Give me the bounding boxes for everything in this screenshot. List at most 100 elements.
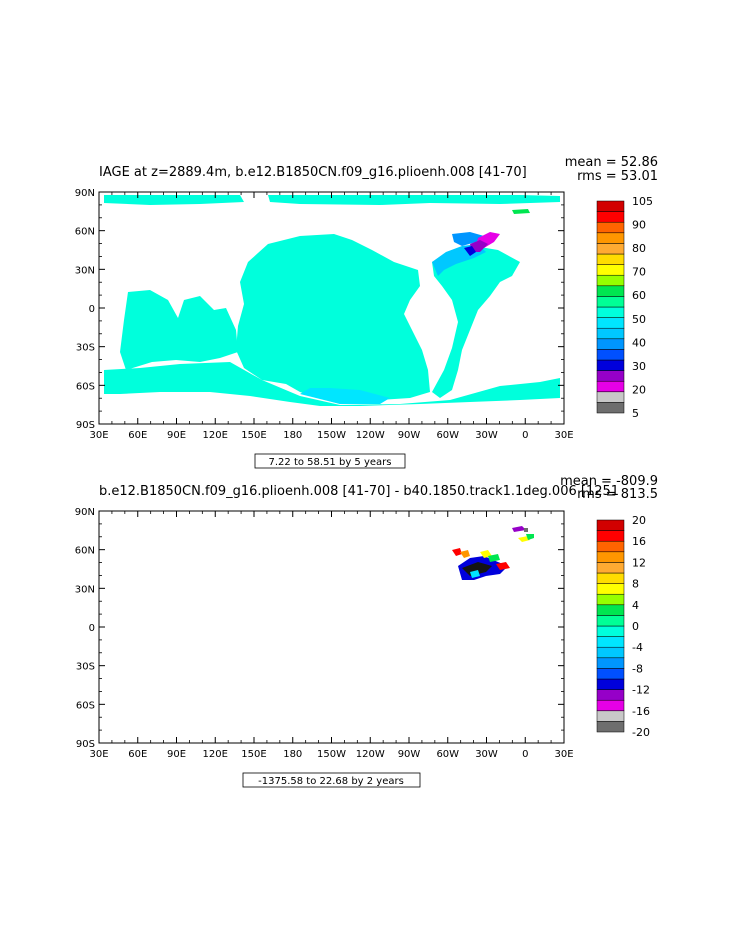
colorbar-label: -20	[632, 726, 650, 739]
colorbar-label: 4	[632, 599, 639, 612]
arctic-diff-yellow	[518, 536, 530, 542]
panel2-rms: rms = 813.5	[577, 487, 658, 502]
labrador-sea-region	[452, 232, 484, 246]
arctic-diff-purple	[512, 526, 526, 532]
y-tick-label: 30S	[76, 343, 95, 354]
y-tick-label: 30N	[75, 265, 95, 276]
x-tick-label: 90W	[398, 749, 421, 760]
north-atlantic-diff-dark	[462, 562, 492, 576]
y-tick-label: 0	[89, 623, 95, 634]
colorbar-swatch	[596, 221, 625, 234]
colorbar-swatch	[596, 562, 625, 574]
x-tick-label: 120W	[356, 749, 385, 760]
colorbar-label: 90	[632, 219, 646, 232]
x-tick-label: 180	[283, 749, 302, 760]
colorbar-label: -8	[632, 662, 643, 675]
nordic-diff-green	[488, 554, 500, 562]
x-tick-label: 120W	[356, 430, 385, 441]
y-tick-label: 60S	[76, 381, 95, 392]
panel1-range-box	[254, 453, 406, 469]
colorbar-label: 5	[632, 407, 639, 420]
x-tick-label: 60E	[128, 749, 147, 760]
panel2-colorbar: 20 16 12 8 4 0 -4 -8 -12 -16 -20	[596, 514, 650, 739]
colorbar-label: 50	[632, 313, 646, 326]
colorbar-swatch	[596, 710, 625, 722]
x-tick-label: 120E	[203, 749, 228, 760]
y-tick-label: 60N	[75, 227, 95, 238]
panel1-title: IAGE at z=2889.4m, b.e12.B1850CN.f09_g16…	[99, 165, 527, 180]
panel1-range-label: 7.22 to 58.51 by 5 years	[269, 457, 392, 468]
colorbar-label: -4	[632, 641, 643, 654]
x-tick-label: 0	[522, 430, 528, 441]
colorbar-label: -16	[632, 705, 650, 718]
colorbar-label: 30	[632, 360, 646, 373]
denmark-strait-region	[470, 240, 488, 252]
colorbar-swatch	[596, 530, 625, 542]
x-tick-label: 30W	[475, 430, 498, 441]
panel2-mean: mean = -809.9	[560, 474, 658, 489]
x-tick-label: 90W	[398, 430, 421, 441]
colorbar-label: -12	[632, 684, 650, 697]
colorbar-swatch	[596, 540, 625, 553]
ross-sea-region	[300, 388, 390, 404]
pacific-ocean-region	[236, 234, 430, 404]
colorbar-swatch	[596, 721, 625, 733]
colorbar-label: 20	[632, 514, 646, 527]
x-tick-label: 180	[283, 430, 302, 441]
x-tick-label: 150W	[317, 430, 346, 441]
panel-iage: IAGE at z=2889.4m, b.e12.B1850CN.f09_g16…	[75, 155, 658, 469]
x-tick-label: 150E	[241, 430, 266, 441]
x-tick-label: 60E	[128, 430, 147, 441]
y-tick-label: 0	[89, 304, 95, 315]
x-tick-label: 30E	[89, 430, 108, 441]
colorbar-swatch	[596, 551, 625, 563]
x-tick-label: 30E	[89, 749, 108, 760]
colorbar-swatch	[596, 317, 625, 329]
colorbar-swatch	[596, 391, 625, 403]
colorbar-swatch	[596, 583, 625, 595]
x-tick-label: 90E	[167, 430, 186, 441]
colorbar-swatch	[596, 699, 625, 712]
colorbar-swatch	[596, 306, 625, 318]
y-tick-label: 90N	[75, 507, 95, 518]
arctic-diff-green	[526, 534, 534, 540]
colorbar-swatch	[596, 232, 625, 244]
y-tick-label: 30S	[76, 662, 95, 673]
panel2-range-box	[242, 772, 421, 788]
southern-ocean-region	[104, 362, 560, 406]
colorbar-swatch	[596, 243, 625, 255]
colorbar-swatch	[596, 593, 625, 606]
panel1-colorbar: 105 90 80 70 60 50 40 30 20 5	[596, 195, 653, 420]
iceland-basin-region	[464, 246, 476, 256]
colorbar-label: 12	[632, 556, 646, 569]
arctic-ocean-region	[104, 195, 560, 205]
colorbar-label: 60	[632, 289, 646, 302]
x-tick-label: 30E	[554, 749, 573, 760]
colorbar-swatch	[596, 625, 625, 637]
colorbar-label: 20	[632, 383, 646, 396]
y-tick-label: 60N	[75, 546, 95, 557]
x-tick-label: 60W	[436, 430, 459, 441]
y-tick-label: 30N	[75, 584, 95, 595]
panel2-frame	[98, 510, 565, 744]
y-tick-label: 90S	[76, 420, 95, 431]
x-tick-label: 150W	[317, 749, 346, 760]
panel2-title: b.e12.B1850CN.f09_g16.plioenh.008 [41-70…	[99, 484, 619, 499]
gulf-stream-diff-cyan	[470, 570, 480, 578]
colorbar-swatch	[596, 327, 625, 340]
x-tick-label: 60W	[436, 749, 459, 760]
colorbar-label: 105	[632, 195, 653, 208]
colorbar-label: 0	[632, 620, 639, 633]
colorbar-swatch	[596, 274, 625, 287]
x-tick-label: 30E	[554, 430, 573, 441]
arctic-green-patch	[512, 209, 530, 214]
indian-ocean-region	[120, 290, 238, 370]
north-atlantic-diff-red	[496, 562, 510, 570]
colorbar-swatch	[596, 296, 625, 308]
y-tick-label: 60S	[76, 700, 95, 711]
colorbar-swatch	[596, 264, 625, 276]
y-tick-label: 90N	[75, 188, 95, 199]
colorbar-swatch	[596, 657, 625, 669]
colorbar-label: 80	[632, 242, 646, 255]
x-tick-label: 0	[522, 749, 528, 760]
